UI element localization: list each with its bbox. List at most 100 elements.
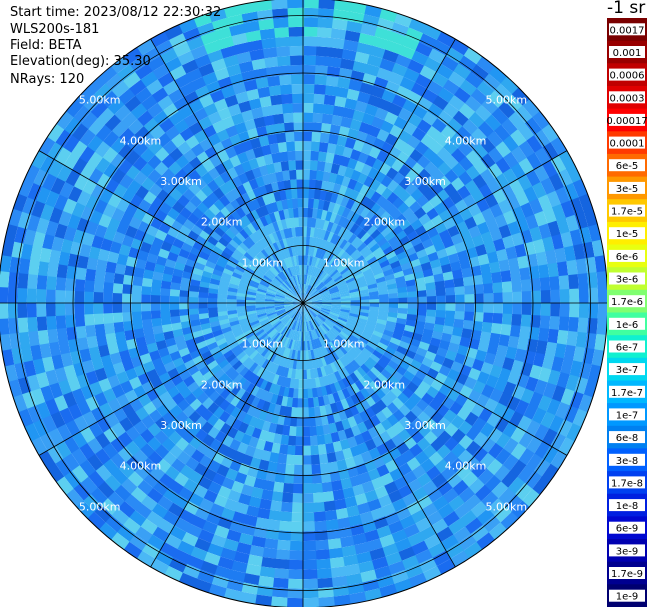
ppi-cell (329, 566, 347, 578)
ppi-cell (310, 308, 319, 315)
ppi-cell (86, 256, 99, 271)
ppi-cell (278, 356, 286, 367)
ppi-cell (549, 316, 560, 331)
ppi-cell (129, 78, 148, 96)
ppi-cell (355, 390, 366, 403)
ppi-cell (293, 455, 303, 465)
ppi-cell (453, 353, 466, 366)
ppi-cell (208, 8, 228, 23)
ppi-cell (591, 349, 604, 368)
ppi-cell (391, 498, 407, 513)
ppi-cell (346, 279, 357, 287)
ppi-cell (227, 313, 238, 319)
ppi-cell (412, 105, 429, 120)
ppi-cell (307, 275, 311, 285)
ppi-cell (375, 410, 387, 424)
ppi-cell (309, 288, 317, 297)
ppi-cell (208, 311, 219, 318)
ppi-cell (312, 299, 322, 302)
ppi-cell (86, 453, 104, 471)
ppi-cell (135, 336, 147, 348)
ppi-cell (271, 331, 279, 340)
ppi-cell (266, 339, 275, 350)
ppi-cell (345, 220, 356, 232)
ppi-cell (93, 391, 108, 407)
ppi-cell (227, 489, 242, 503)
ppi-cell (354, 380, 365, 392)
ppi-cell (32, 418, 49, 437)
ppi-cell (296, 303, 303, 311)
ppi-cell (350, 201, 361, 213)
ppi-cell (293, 330, 298, 341)
ppi-cell (135, 86, 153, 104)
ppi-cell (302, 417, 310, 427)
ppi-cell (477, 253, 490, 267)
ppi-cell (54, 457, 72, 477)
ppi-cell (302, 550, 317, 561)
ppi-cell (390, 529, 408, 544)
ppi-cell (240, 323, 251, 331)
ppi-cell (321, 297, 332, 301)
ppi-cell (276, 309, 286, 315)
ppi-cell (305, 311, 310, 322)
ppi-cell (226, 14, 245, 27)
ppi-cell (331, 271, 341, 280)
ppi-cell (118, 349, 131, 362)
ppi-cell (363, 360, 374, 371)
ppi-cell (341, 269, 351, 278)
ppi-cell (307, 321, 312, 331)
ppi-cell (303, 296, 311, 303)
ppi-cell (320, 414, 329, 426)
ppi-cell (326, 353, 334, 364)
ppi-cell (594, 255, 607, 274)
ppi-cell (224, 4, 243, 18)
ppi-cell (231, 511, 247, 524)
ppi-cell (103, 281, 114, 293)
ppi-cell (240, 483, 254, 497)
ppi-cell (303, 295, 310, 303)
ppi-cell (349, 347, 360, 358)
ppi-cell (420, 261, 432, 272)
ppi-cell (203, 124, 218, 138)
ppi-cell (366, 341, 378, 350)
ppi-cell (395, 506, 412, 521)
ppi-cell (247, 288, 258, 294)
ppi-cell (315, 348, 321, 359)
ppi-cell (557, 169, 574, 188)
ppi-cell (338, 333, 348, 342)
ppi-cell (239, 278, 250, 286)
ppi-cell (550, 450, 567, 470)
ppi-cell (242, 413, 253, 425)
ppi-cell (173, 516, 191, 533)
ppi-cell (265, 294, 276, 299)
ppi-cell (342, 354, 351, 365)
ppi-cell (277, 250, 284, 261)
ppi-cell (247, 263, 257, 272)
ppi-cell (272, 221, 280, 232)
ppi-cell (414, 517, 432, 533)
colorbar-tick-bg (609, 227, 645, 240)
ppi-cell (332, 9, 351, 21)
ppi-cell (347, 336, 357, 346)
ppi-cell (293, 303, 303, 306)
ppi-cell (238, 339, 250, 348)
ppi-cell (300, 331, 303, 342)
ppi-cell (316, 160, 326, 172)
ppi-cell (302, 483, 313, 494)
ppi-cell (315, 549, 330, 560)
ppi-cell (140, 70, 159, 88)
ppi-cell (248, 362, 259, 373)
ppi-cell (141, 94, 159, 111)
ppi-cell (246, 293, 256, 298)
ppi-cell (444, 542, 464, 560)
ppi-cell (121, 234, 135, 248)
ppi-cell (248, 415, 259, 428)
ppi-cell (388, 31, 407, 46)
ppi-cell (220, 476, 235, 490)
ppi-cell (348, 591, 367, 605)
ppi-cell (471, 127, 488, 145)
ppi-cell (341, 447, 353, 460)
ppi-cell (203, 355, 216, 366)
ppi-cell (233, 347, 244, 357)
ppi-cell (366, 279, 377, 286)
